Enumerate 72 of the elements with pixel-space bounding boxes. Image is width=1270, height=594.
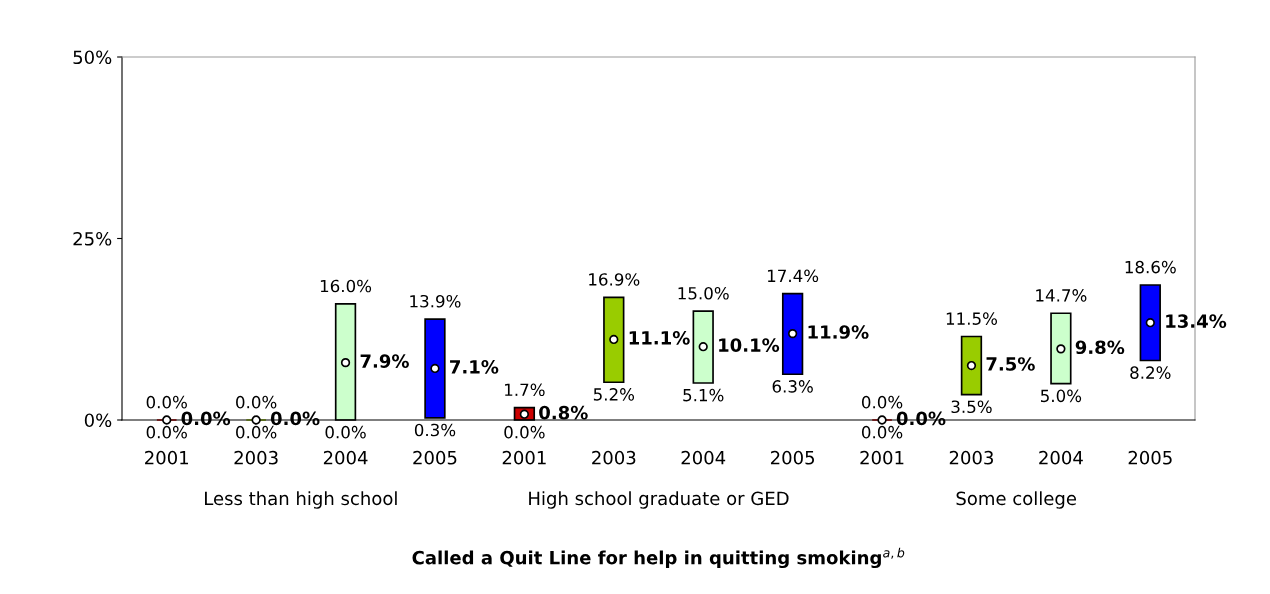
data-label: 15.0% [678, 286, 729, 300]
data-label: 7.5% [986, 357, 1035, 371]
point [877, 415, 887, 425]
x-tick-label: 2001 [145, 450, 189, 465]
bar [960, 335, 983, 396]
x-tick-label: 2005 [770, 450, 815, 465]
data-label: 7.1% [450, 360, 499, 374]
x-tick-label: 2005 [1128, 450, 1172, 465]
data-label: 11.9% [808, 325, 869, 339]
x-tick-label: 2004 [1039, 450, 1083, 465]
text: Less than high school [205, 491, 397, 509]
point [1056, 344, 1066, 354]
data-label: 0.0% [861, 395, 903, 409]
x-tick-label: 2003 [234, 450, 278, 465]
text: 0.0% [504, 425, 545, 439]
x-tick-label: 2001 [502, 450, 546, 465]
text: 0.0% [861, 425, 903, 439]
text: Called a Quit Line for help in quitting smoking$^{a,b}$ [412, 547, 905, 569]
bar [781, 292, 804, 376]
text: 0.0% [325, 425, 366, 439]
data-label: 16.0% [320, 279, 372, 293]
x-tick-label: 2005 [413, 450, 457, 465]
text: High school graduate or GED [529, 491, 789, 509]
data-label: 1.7% [505, 383, 545, 397]
x-tick-label: 2004 [681, 450, 726, 465]
data-label: 11.1% [629, 331, 690, 345]
bar [1139, 284, 1161, 362]
data-label: 10.1% [719, 338, 780, 352]
x-tick-label: 2001 [860, 450, 904, 465]
data-label: 0.0% [146, 395, 187, 409]
data-label: 13.9% [410, 294, 461, 308]
data-label: 0.0% [181, 411, 231, 426]
point [251, 415, 261, 425]
annotation: 8.2% [1130, 366, 1171, 379]
annotation: 6.3% [772, 380, 813, 393]
text: 0.0% [236, 425, 277, 439]
data-label: 9.8% [1075, 340, 1125, 355]
point [966, 360, 977, 371]
point [162, 415, 172, 425]
point [609, 334, 619, 345]
bar [1050, 312, 1072, 385]
data-label: 18.6% [1125, 260, 1176, 274]
point [1145, 318, 1155, 328]
x-tick-label: 2004 [323, 450, 368, 465]
y-tick-label: 0% [84, 413, 112, 428]
bar [692, 310, 714, 384]
data-label: 13.4% [1166, 314, 1227, 328]
data-label: 0.8% [539, 405, 588, 420]
data-label: 7.9% [360, 354, 409, 368]
y-tick-label: 25% [73, 231, 112, 246]
point [430, 363, 440, 374]
data-label: 0.0% [270, 411, 320, 426]
text: Some college [956, 491, 1077, 509]
data-label: 14.7% [1036, 289, 1087, 302]
annotation: 3.5% [951, 400, 992, 414]
data-label: 11.5% [946, 312, 998, 325]
bar [603, 296, 625, 384]
data-label: 0.0% [236, 395, 277, 409]
point [340, 358, 351, 368]
data-label: 0.0% [896, 411, 946, 426]
point [698, 342, 708, 352]
annotation: 5.2% [593, 388, 635, 401]
x-tick-label: 2003 [592, 450, 636, 465]
y-tick-label: 50% [73, 50, 112, 65]
annotation: 5.1% [683, 388, 724, 402]
text: 0.3% [414, 423, 456, 437]
data-label: 16.9% [589, 273, 640, 286]
data-label: 17.4% [767, 269, 819, 283]
point [787, 328, 798, 339]
x-tick-label: 2003 [949, 450, 993, 465]
text: 0.0% [146, 425, 187, 439]
annotation: 5.0% [1040, 389, 1082, 403]
